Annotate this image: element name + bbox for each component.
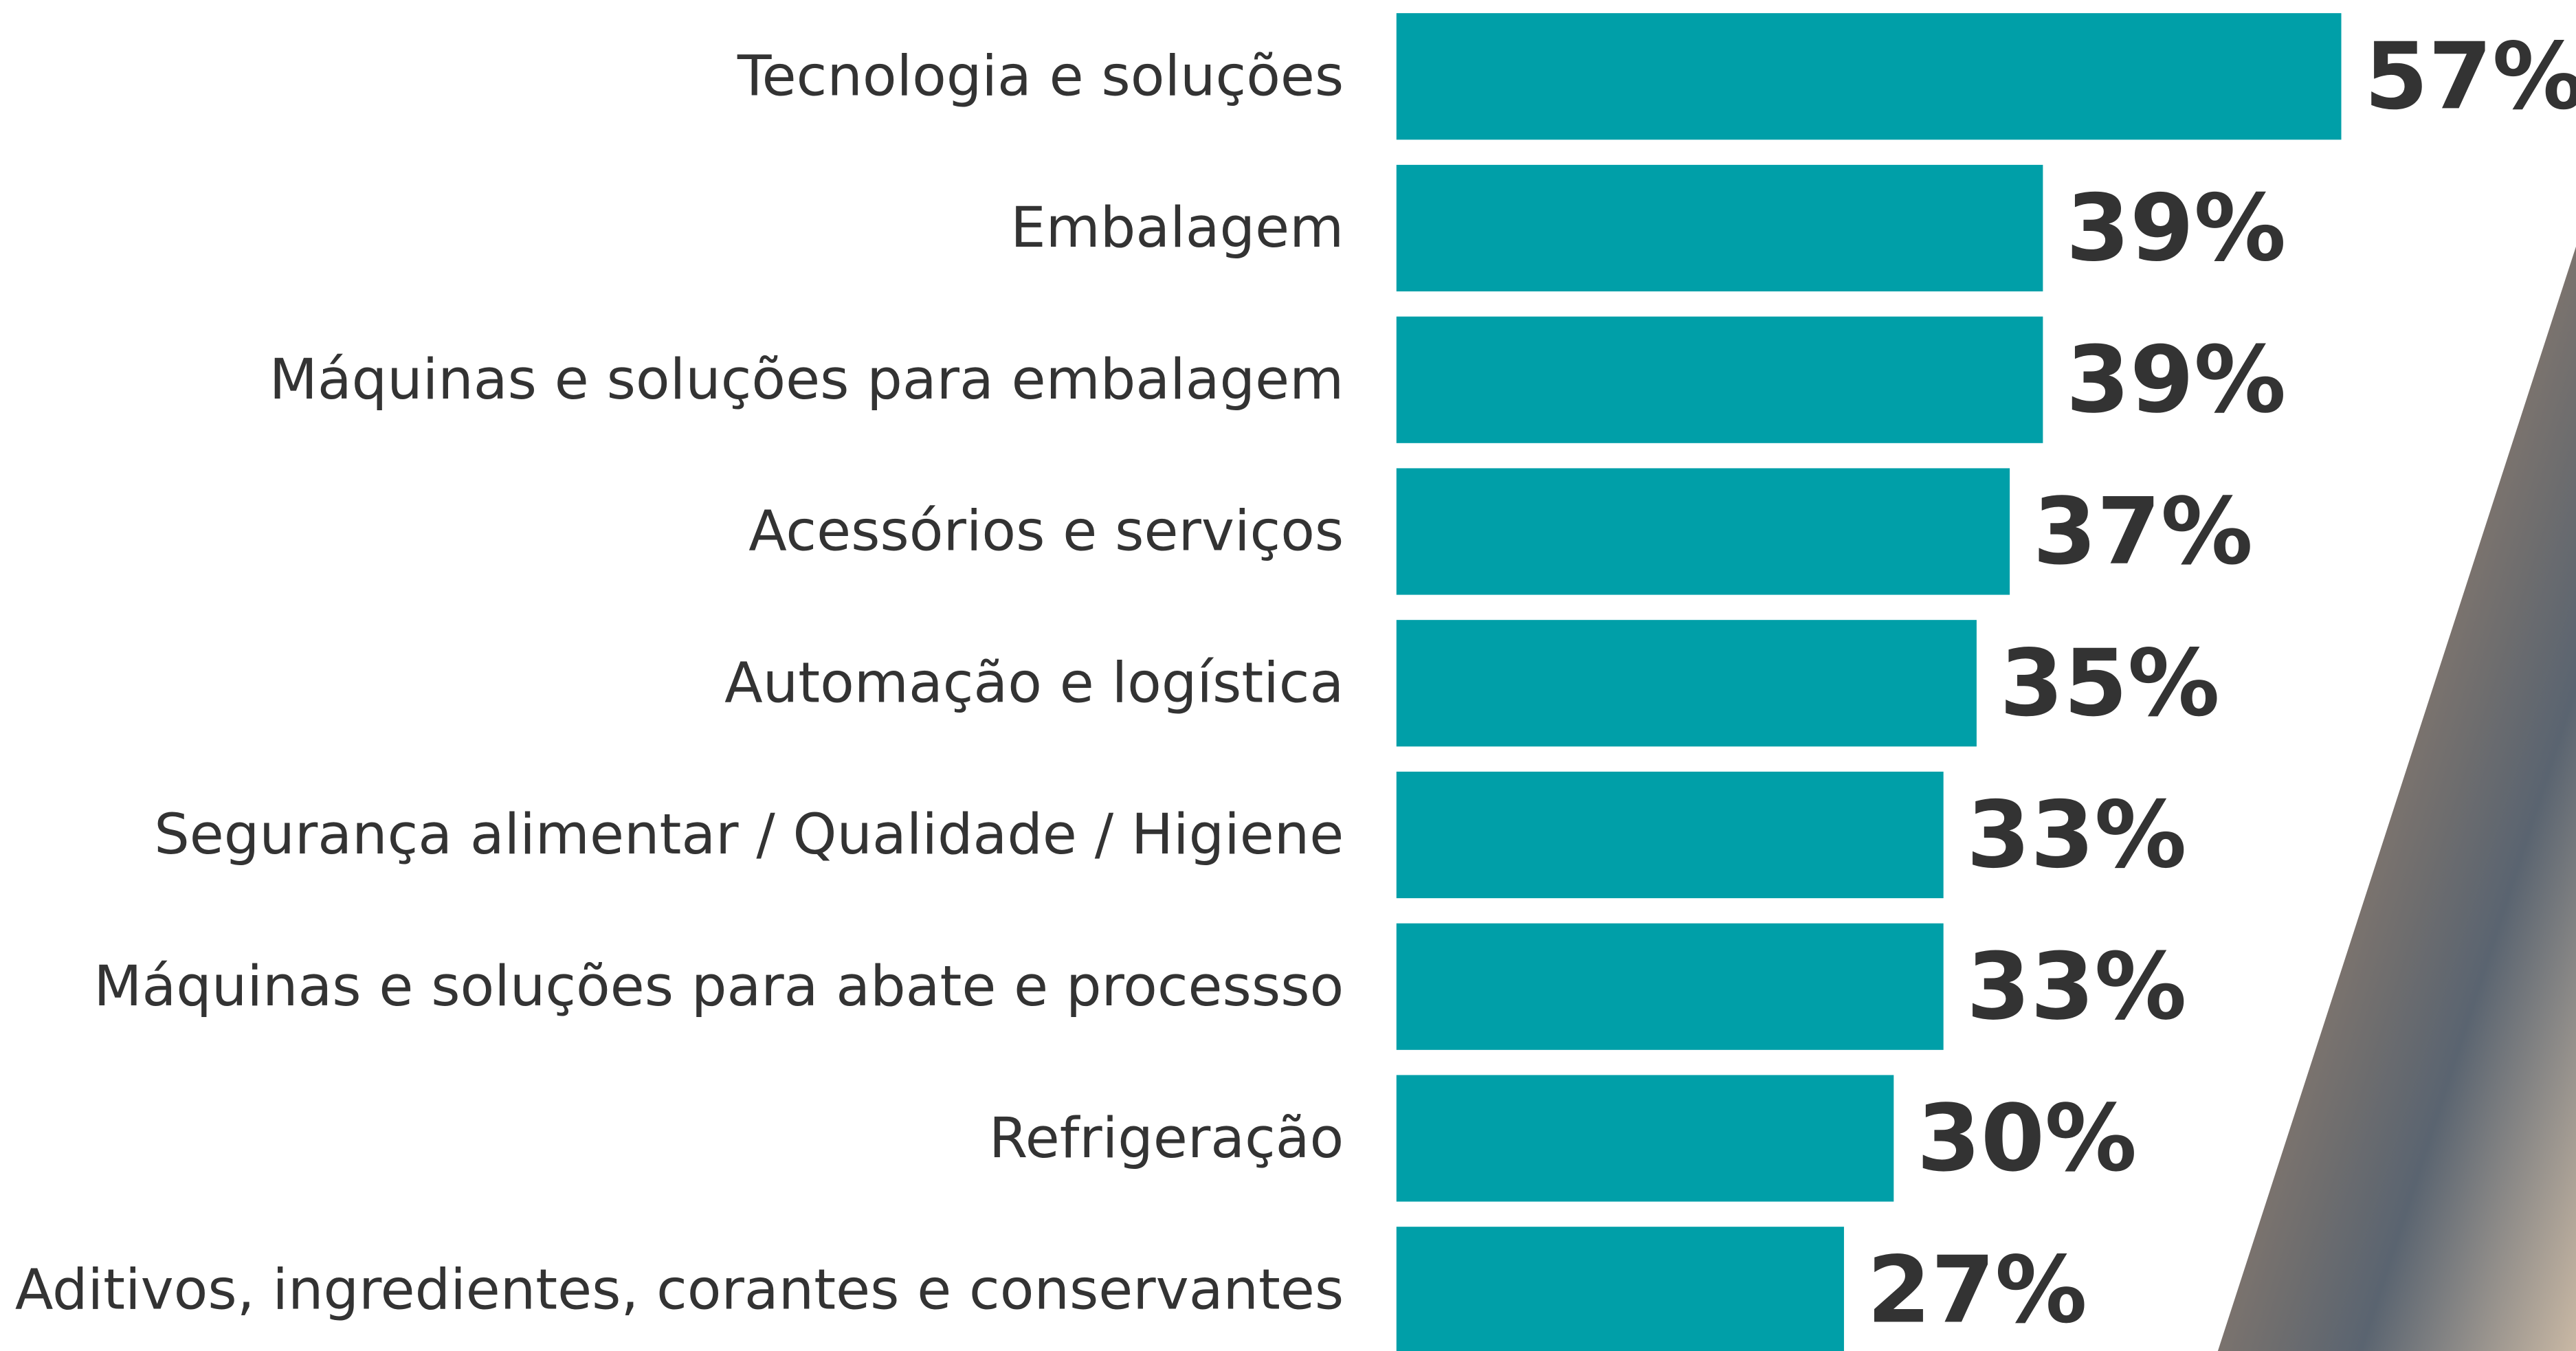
value-label: 33% bbox=[1966, 933, 2186, 1040]
category-label: Embalagem bbox=[1010, 196, 1344, 260]
value-label: 33% bbox=[1966, 781, 2186, 889]
bar bbox=[1396, 164, 2043, 292]
category-label: Aditivos, ingredientes, corantes e conse… bbox=[15, 1258, 1344, 1322]
bar bbox=[1396, 468, 2010, 595]
category-label: Acessórios e serviços bbox=[748, 500, 1344, 564]
value-label: 35% bbox=[1999, 629, 2219, 737]
category-label: Máquinas e soluções para embalagem bbox=[269, 348, 1344, 412]
value-label: 27% bbox=[1867, 1236, 2087, 1343]
value-label: 57% bbox=[2364, 23, 2576, 130]
bar bbox=[1396, 1075, 1894, 1202]
category-label: Máquinas e soluções para abate e process… bbox=[93, 954, 1344, 1019]
category-label: Segurança alimentar / Qualidade / Higien… bbox=[154, 803, 1344, 867]
value-label: 39% bbox=[2066, 326, 2286, 434]
category-label: Refrigeração bbox=[989, 1106, 1344, 1171]
bar bbox=[1396, 13, 2342, 140]
value-label: 37% bbox=[2033, 478, 2253, 585]
bar bbox=[1396, 1227, 1844, 1351]
category-label: Tecnologia e soluções bbox=[737, 44, 1344, 109]
bar bbox=[1396, 771, 1944, 899]
value-label: 39% bbox=[2066, 175, 2286, 282]
bar bbox=[1396, 620, 1977, 747]
value-label: 30% bbox=[1917, 1085, 2137, 1192]
category-label: Automação e logística bbox=[724, 651, 1344, 715]
bar bbox=[1396, 923, 1944, 1050]
bar bbox=[1396, 316, 2043, 443]
